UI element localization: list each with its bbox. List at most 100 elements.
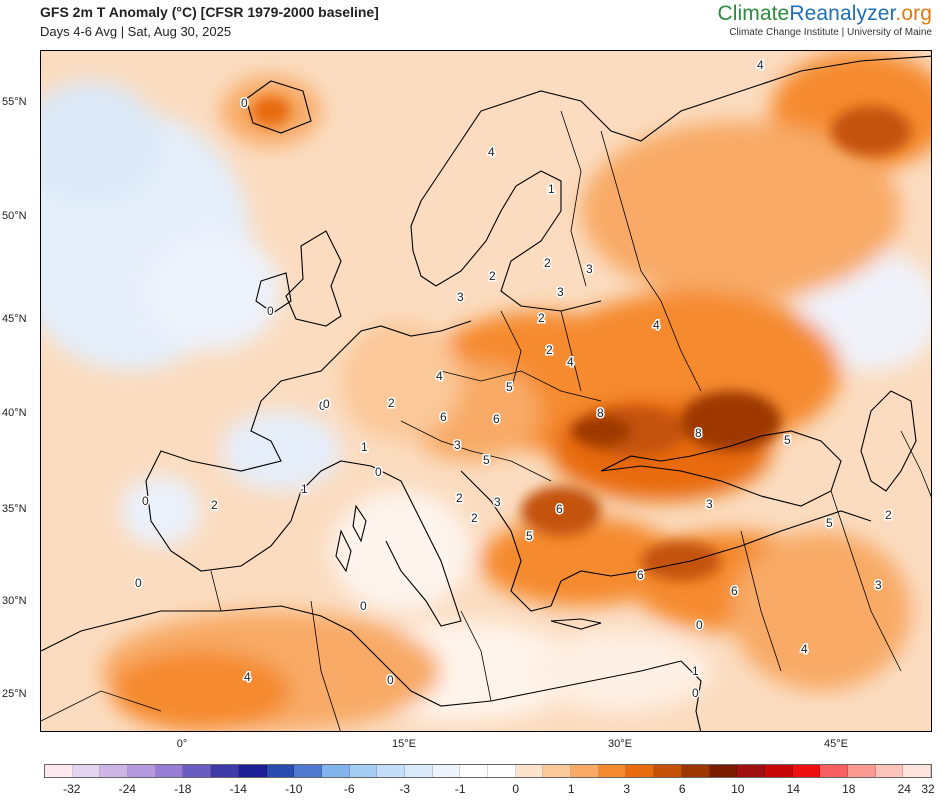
contour-label: 6 [637,568,644,582]
contour-label: 0 [360,599,367,613]
contour-label: 1 [548,182,555,196]
colorbar-swatch [709,765,738,777]
lon-label: 15°E [392,738,416,750]
colorbar-tick-label: 18 [842,782,856,796]
colorbar-swatch [571,765,599,777]
contour-label: 4 [488,145,495,159]
contour-label: 2 [211,498,218,512]
colorbar-swatch [681,765,710,777]
contour-label: 0 [375,465,382,479]
contour-label: 0 [696,618,703,632]
colorbar-swatch [100,765,129,777]
colorbar-swatch [72,765,101,777]
colorbar-tick-label: -1 [454,782,466,796]
colorbar-tick-label: -18 [174,782,192,796]
contour-label: 5 [483,453,490,467]
contour-label: 4 [244,670,251,684]
contour-label: 4 [801,642,808,656]
lat-label: 55°N [2,96,27,108]
contour-label: 2 [489,269,496,283]
contour-label: 6 [493,412,500,426]
contour-label: 6 [440,410,447,424]
lat-label: 45°N [2,313,27,325]
anomaly-map: 0 4 1 2 2 3 3 2 2 4 4 5 6 8 8 5 2 0 2 4 … [40,50,932,732]
colorbar-swatch [377,765,405,777]
colorbar-swatch [294,765,322,777]
contour-label: 0 [241,96,248,110]
contour-label: 3 [454,438,461,452]
lat-label: 50°N [2,210,27,222]
map-subtitle: Days 4-6 Avg | Sat, Aug 30, 2025 [40,24,232,39]
colorbar-tick-label: 3 [623,782,631,796]
brand-subtitle: Climate Change Institute | University of… [729,27,932,38]
lon-label: 30°E [608,738,632,750]
contour-labels: 0 4 1 2 2 3 3 2 2 4 4 5 6 8 8 5 2 0 2 4 … [134,57,894,702]
colorbar-swatch [598,765,627,777]
contour-label: 0 [142,494,149,508]
colorbar-swatch [155,765,184,777]
colorbar-tick-label: -3 [399,782,411,796]
contour-label: 2 [388,396,395,410]
lat-label: 30°N [2,595,27,607]
colorbar [44,764,932,778]
coastlines [41,55,931,731]
contour-label: 6 [556,502,563,516]
contour-label: 5 [784,433,791,447]
lon-label: 0° [176,738,188,750]
colorbar-swatch [183,765,212,777]
contour-label: 3 [494,495,501,509]
contour-label: 4 [436,369,443,383]
contour-label: 0 [267,304,274,318]
contour-label: 8 [695,426,702,440]
contour-label: 0 [387,673,394,687]
contour-label: 3 [457,290,464,304]
contour-label: 4 [567,355,574,369]
contour-label: 6 [731,584,738,598]
colorbar-swatch [626,765,655,777]
colorbar-swatch [128,765,156,777]
colorbar-swatch [488,765,516,777]
contour-label: 0 [323,397,330,411]
contour-label: 2 [885,508,892,522]
borders [41,110,931,731]
colorbar-tick-label: 32 [921,782,935,796]
lon-label: 45°E [824,738,848,750]
colorbar-swatch [903,765,931,777]
colorbar-swatch [349,765,378,777]
contour-label: 3 [706,497,713,511]
colorbar-tick-label: 6 [678,782,686,796]
colorbar-swatch [820,765,848,777]
colorbar-swatch [238,765,267,777]
contour-label: 4 [653,318,660,332]
colorbar-tick-label: -14 [229,782,247,796]
lat-label: 25°N [2,688,27,700]
brand-name: ClimateReanalyzer.org [717,2,932,25]
contour-label: 1 [361,440,368,454]
anomaly-peaks [251,96,911,581]
colorbar-tick-label: 0 [512,782,520,796]
colorbar-tick-label: 1 [567,782,575,796]
colorbar-swatch [266,765,295,777]
lat-label: 35°N [2,503,27,515]
lat-label: 40°N [2,407,27,419]
contour-label: 2 [544,256,551,270]
map-title: GFS 2m T Anomaly (°C) [CFSR 1979-2000 ba… [40,4,379,20]
map-svg: 0 4 1 2 2 3 3 2 2 4 4 5 6 8 8 5 2 0 2 4 … [41,51,931,731]
colorbar-swatch [321,765,350,777]
colorbar-tick-label: 10 [731,782,745,796]
contour-label: 5 [526,529,533,543]
colorbar-swatch [404,765,433,777]
colorbar-swatch [764,765,793,777]
colorbar-swatch [460,765,488,777]
contour-label: 3 [875,578,882,592]
contour-label: 0 [135,576,142,590]
colorbar-swatch [737,765,765,777]
colorbar-tick-label: 24 [897,782,911,796]
colorbar-tick-label: -24 [118,782,136,796]
brand-logo[interactable]: ClimateReanalyzer.org Climate Change Ins… [717,2,932,38]
contour-label: 2 [546,343,553,357]
contour-label: 1 [301,482,308,496]
contour-label: 8 [597,406,604,420]
colorbar-swatch [432,765,461,777]
contour-label: 4 [757,58,764,72]
